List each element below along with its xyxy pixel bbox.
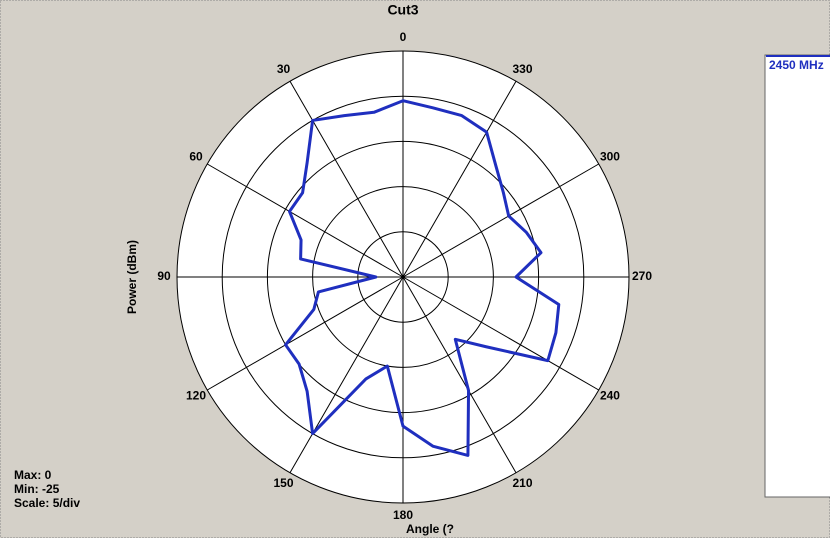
grid-spoke (289, 276, 404, 473)
grid-spoke (402, 81, 517, 278)
theta-tick-label: 210 (512, 476, 532, 490)
theta-tick-label: 60 (189, 150, 203, 164)
theta-tick-label: 330 (512, 62, 532, 76)
grid-spoke (402, 276, 517, 473)
annotation: Max: 0 (14, 468, 52, 482)
theta-tick-label: 90 (157, 269, 171, 283)
grid-spoke (289, 81, 404, 278)
theta-tick-label: 300 (600, 150, 620, 164)
chart-title: Cut3 (387, 2, 418, 18)
annotation: Scale: 5/div (14, 496, 80, 510)
theta-axis-label: Angle (? (406, 522, 454, 536)
grid-spoke (207, 163, 404, 278)
grid-spoke (207, 276, 404, 391)
grid-spoke (402, 163, 599, 278)
theta-tick-label: 240 (600, 389, 620, 403)
series-line (284, 99, 561, 457)
theta-tick-label: 30 (277, 62, 291, 76)
legend-box (764, 54, 830, 498)
theta-tick-label: 270 (632, 269, 652, 283)
r-axis-label: Power (dBm) (125, 240, 139, 314)
theta-tick-label: 150 (273, 476, 293, 490)
theta-tick-label: 120 (186, 389, 206, 403)
theta-tick-label: 180 (393, 508, 413, 522)
grid-spoke (402, 276, 599, 391)
legend-label: 2450 MHz (769, 58, 824, 72)
theta-tick-label: 0 (400, 30, 407, 44)
annotation: Min: -25 (14, 482, 60, 496)
